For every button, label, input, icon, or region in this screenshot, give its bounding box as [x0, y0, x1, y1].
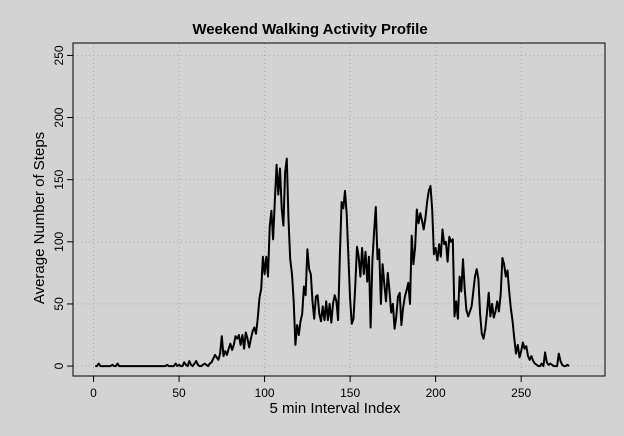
grid-lines	[73, 43, 605, 376]
chart-title: Weekend Walking Activity Profile	[192, 21, 427, 38]
x-axis-label: 5 min Interval Index	[270, 400, 401, 417]
y-tick-label: 50	[52, 297, 66, 311]
x-tick-label: 250	[511, 386, 531, 400]
y-tick-label: 200	[52, 107, 66, 127]
y-tick-label: 0	[52, 362, 66, 369]
plot-area-border	[72, 42, 606, 377]
y-tick-label: 150	[52, 169, 66, 189]
x-tick-label: 200	[426, 386, 446, 400]
x-tick-label: 150	[340, 386, 360, 400]
series-line	[95, 157, 570, 368]
x-tick-label: 50	[172, 386, 186, 400]
x-tick-label: 100	[255, 386, 275, 400]
y-axis-label: Average Number of Steps	[31, 132, 48, 304]
x-tick-label: 0	[90, 386, 97, 400]
y-tick-label: 100	[52, 231, 66, 251]
x-axis: 0 50 100 150 200 250	[90, 376, 532, 400]
y-tick-label: 250	[52, 45, 66, 65]
y-axis: 0 50 100 150 200 250	[52, 45, 73, 369]
